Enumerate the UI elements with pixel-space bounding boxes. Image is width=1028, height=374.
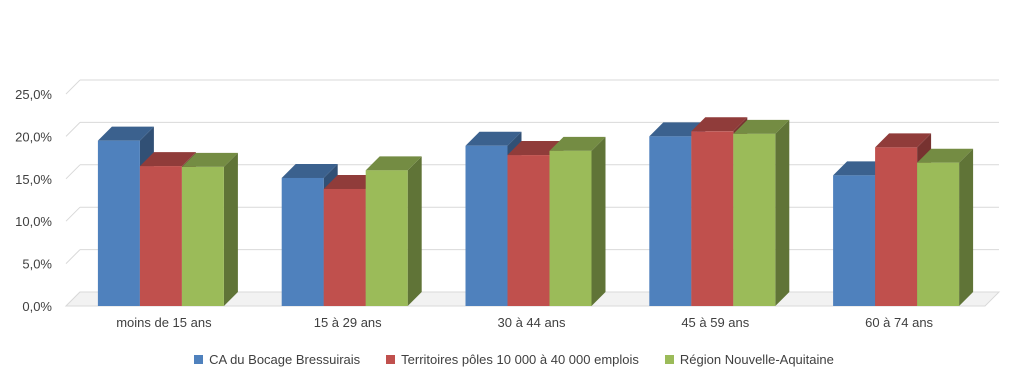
bar-front xyxy=(465,145,508,306)
bar-side xyxy=(959,148,974,306)
bars xyxy=(97,117,974,307)
bar-front xyxy=(365,170,408,306)
bar xyxy=(733,119,790,306)
bar-front xyxy=(139,166,182,306)
legend-label: Région Nouvelle-Aquitaine xyxy=(679,352,834,367)
gridline-depth xyxy=(65,122,81,137)
bar-top xyxy=(691,117,748,132)
bar-front xyxy=(649,136,692,306)
gridline-depth xyxy=(65,206,81,222)
legend-label: CA du Bocage Bressuirais xyxy=(209,352,361,367)
y-tick-label: 0,0% xyxy=(22,299,52,314)
bar-top xyxy=(917,148,974,163)
bar-top xyxy=(733,119,790,134)
legend: CA du Bocage Bressuirais Territoires pôle… xyxy=(0,352,1028,367)
y-tick-label: 5,0% xyxy=(22,257,52,272)
x-tick-label: 60 à 74 ans xyxy=(865,315,933,330)
bar-top xyxy=(549,136,606,151)
bar-top xyxy=(97,126,154,141)
legend-swatch xyxy=(194,355,204,364)
bar-front xyxy=(875,147,918,306)
y-tick-label: 20,0% xyxy=(15,129,52,144)
legend-item: Territoires pôles 10 000 à 40 000 emploi… xyxy=(386,352,639,367)
bar-side xyxy=(775,119,790,306)
legend-item: CA du Bocage Bressuirais xyxy=(194,352,360,367)
bar-top xyxy=(281,163,338,178)
bar-front xyxy=(281,177,324,306)
x-tick-label: 45 à 59 ans xyxy=(681,315,749,330)
bar-top xyxy=(181,152,238,167)
bar-front xyxy=(691,131,734,306)
legend-item: Région Nouvelle-Aquitaine xyxy=(664,352,834,367)
y-tick-label: 25,0% xyxy=(15,87,52,102)
bar-front xyxy=(833,175,876,306)
bar xyxy=(365,156,422,306)
bar-front xyxy=(507,155,550,306)
x-axis-labels: moins de 15 ans 15 à 29 ans 30 à 44 ans 45 … xyxy=(116,315,933,330)
bar-side xyxy=(223,152,238,306)
bar-front xyxy=(549,150,592,306)
x-tick-label: moins de 15 ans xyxy=(116,315,212,330)
bar-top xyxy=(465,131,522,146)
bar-front xyxy=(97,140,140,306)
bar xyxy=(549,136,606,306)
bar-front xyxy=(917,162,960,306)
x-tick-label: 30 à 44 ans xyxy=(498,315,566,330)
bar-top xyxy=(875,133,932,148)
gridline-depth xyxy=(65,79,81,95)
bar-front xyxy=(733,133,776,306)
bar xyxy=(181,152,238,306)
bar-top xyxy=(139,152,196,167)
x-tick-label: 15 à 29 ans xyxy=(314,315,382,330)
legend-swatch xyxy=(664,355,674,364)
y-tick-label: 15,0% xyxy=(15,172,52,187)
legend-label: Territoires pôles 10 000 à 40 000 emploi… xyxy=(401,352,639,367)
bar xyxy=(917,148,974,306)
bar-front xyxy=(181,166,224,306)
gridline-depth xyxy=(65,164,81,180)
bar-side xyxy=(407,156,422,306)
gridline-depth xyxy=(65,249,81,264)
bar-top xyxy=(365,156,422,171)
bar-front xyxy=(323,188,366,306)
bar-side xyxy=(591,136,606,306)
y-tick-label: 10,0% xyxy=(15,214,52,229)
legend-swatch xyxy=(386,355,396,364)
y-axis-ticks: 0,0% 5,0% 10,0% 15,0% 20,0% 25,0% xyxy=(15,87,52,314)
